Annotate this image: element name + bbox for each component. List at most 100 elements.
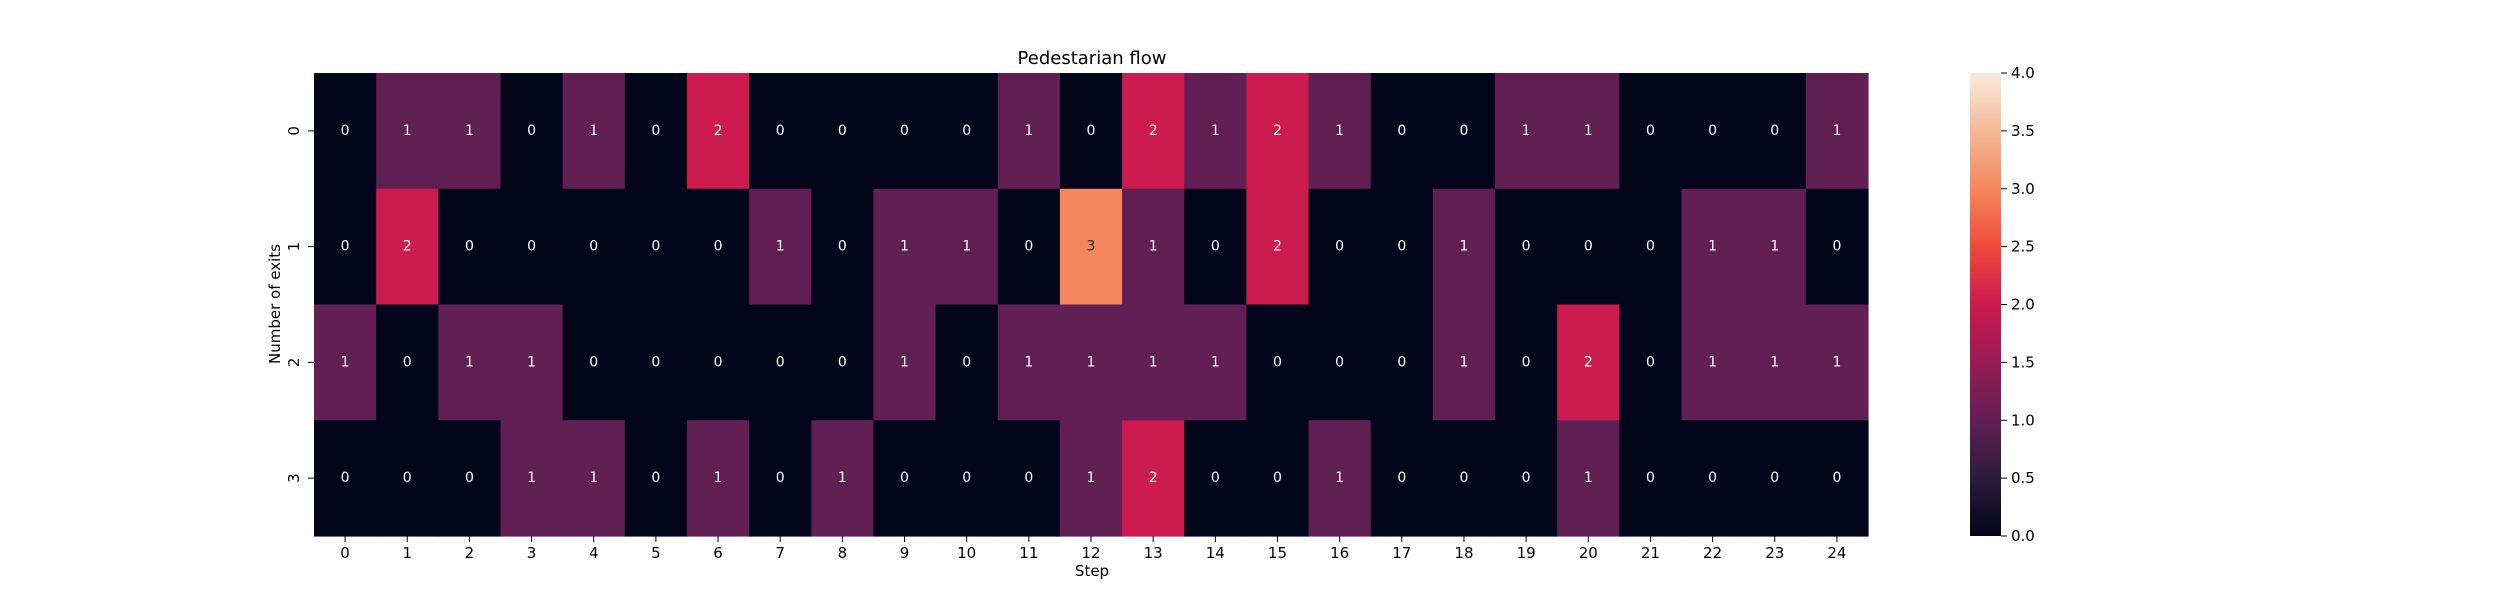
cell-value-label: 0 [1087,123,1096,139]
x-axis-label: Step [1075,562,1109,580]
heatmap-cell [1059,73,1123,190]
cell-value-label: 0 [1459,123,1468,139]
cell-value-label: 0 [962,354,971,370]
x-tick-label: 24 [1827,544,1846,562]
heatmap-cell [1246,188,1310,306]
colorbar-tick-label: 0.0 [2011,527,2035,545]
y-tick-label: 1 [285,242,303,252]
heatmap-cell [997,304,1061,421]
heatmap-cell [1122,73,1185,190]
heatmap-cell [500,188,564,306]
cell-value-label: 1 [1149,239,1158,255]
cell-value-label: 1 [838,470,847,486]
heatmap-cell [873,304,937,421]
cell-value-label: 0 [403,354,412,370]
heatmap-cell [1308,420,1372,537]
colorbar [1970,73,2001,536]
heatmap-cell [1557,188,1620,306]
cell-value-label: 1 [962,239,971,255]
cell-value-label: 1 [1708,239,1717,255]
heatmap-cell [314,73,377,190]
cell-value-label: 0 [1273,470,1282,486]
cell-value-label: 0 [651,239,660,255]
x-tick-label: 20 [1579,544,1598,562]
heatmap-cell [1122,188,1185,306]
cell-value-label: 1 [1832,354,1841,370]
cell-value-label: 0 [1832,239,1841,255]
cell-value-label: 1 [1832,123,1841,139]
heatmap-cell [686,73,750,190]
heatmap-cell [997,73,1061,190]
heatmap-cell [873,73,937,190]
heatmap-cell [997,420,1061,537]
heatmap-cell [314,420,377,537]
cell-value-label: 1 [1522,123,1531,139]
heatmap-cell [1619,420,1683,537]
x-tick-label: 21 [1641,544,1660,562]
heatmap-cell [811,304,875,421]
heatmap-cell [314,188,377,306]
cell-value-label: 0 [651,470,660,486]
heatmap-cell [749,73,812,190]
colorbar-tick-label: 2.0 [2011,296,2035,314]
colorbar-ticks: 0.0 0.5 1.0 1.5 2.0 2.5 3.0 3.5 4.0 [2001,64,2035,545]
cell-value-label: 1 [1149,354,1158,370]
heatmap-cell [1681,420,1745,537]
heatmap-cell [1805,420,1869,537]
cell-value-label: 0 [527,123,536,139]
cell-value-label: 0 [465,239,474,255]
cell-value-label: 0 [1522,470,1531,486]
heatmap-cell [749,304,812,421]
heatmap-cell [811,420,875,537]
cell-value-label: 0 [776,354,785,370]
cell-value-label: 0 [1024,239,1033,255]
cell-value-label: 0 [1584,239,1593,255]
heatmap-cell [1743,188,1807,306]
x-tick-label: 11 [1019,544,1038,562]
heatmap-cell [997,188,1061,306]
x-tick-label: 8 [838,544,848,562]
cell-value-label: 1 [714,470,723,486]
heatmap-cell [1681,73,1745,190]
cell-value-label: 1 [1708,354,1717,370]
heatmap-cell [1308,304,1372,421]
cell-value-label: 0 [1335,354,1344,370]
cell-value-label: 1 [1024,123,1033,139]
heatmap-cell [1495,420,1558,537]
cell-value-label: 0 [1646,123,1655,139]
cell-value-label: 1 [403,123,412,139]
heatmap-cell [1246,73,1310,190]
heatmap-cell [438,420,502,537]
heatmap-cell [1370,73,1434,190]
x-tick-label: 7 [775,544,785,562]
heatmap-cell [562,304,626,421]
cell-value-label: 0 [900,123,909,139]
heatmap-cell [749,188,812,306]
cell-value-label: 2 [1273,239,1282,255]
y-tick-label: 3 [285,473,303,483]
y-axis-label: Number of exits [266,244,284,364]
cell-value-label: 1 [776,239,785,255]
heatmap-cell [500,73,564,190]
heatmap-cell [376,304,439,421]
cell-value-label: 1 [1211,123,1220,139]
heatmap-cell [1370,304,1434,421]
cell-value-label: 0 [1335,239,1344,255]
cell-value-label: 1 [1459,239,1468,255]
x-tick-label: 2 [465,544,475,562]
heatmap-cell [376,188,439,306]
cell-value-label: 1 [900,239,909,255]
x-tick-label: 12 [1081,544,1100,562]
cell-value-label: 0 [1211,470,1220,486]
heatmap-cell [811,188,875,306]
colorbar-tick-label: 3.0 [2011,180,2035,198]
y-axis-ticks: 0 1 2 3 [285,126,314,483]
heatmap-cell [1246,304,1310,421]
cell-value-label: 0 [527,239,536,255]
heatmap-cells: 0 1 1 0 1 0 2 0 0 0 0 1 0 2 1 2 1 0 0 1 1 0 0 0 1 0 2 0 0 0 0 0 1 0 1 1 0 3 1 0… [314,73,1869,537]
heatmap-cell [1184,73,1247,190]
heatmap-cell [1370,420,1434,537]
cell-value-label: 0 [1397,239,1406,255]
colorbar-tick-label: 2.5 [2011,238,2035,256]
heatmap-cell [438,304,502,421]
